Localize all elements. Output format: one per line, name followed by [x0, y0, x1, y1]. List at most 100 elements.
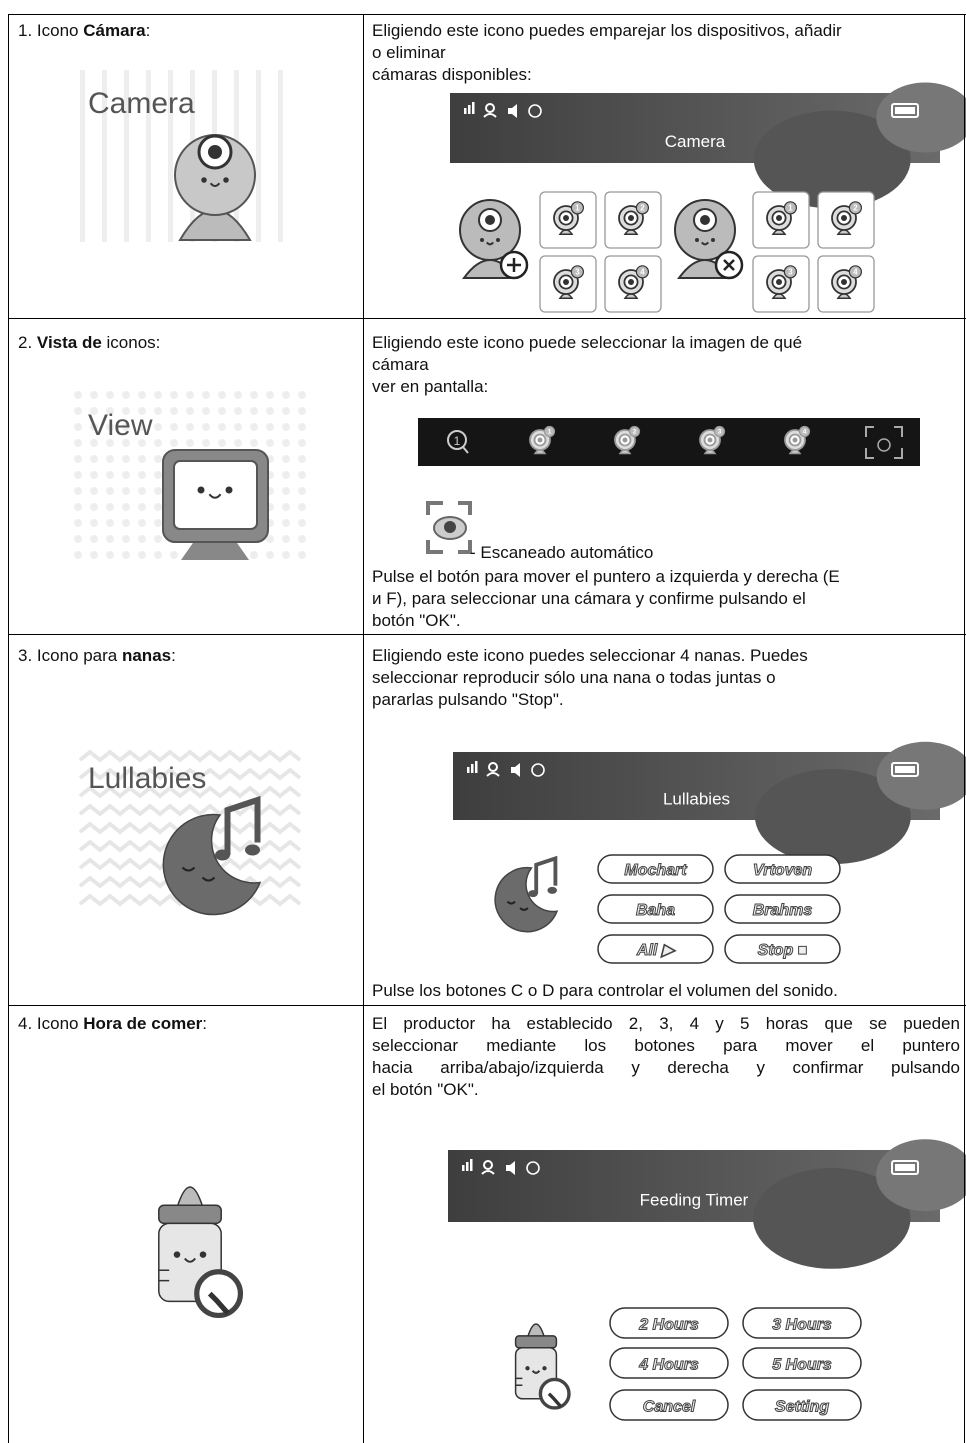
camera-number: 3 — [718, 429, 722, 436]
battery-fill — [895, 107, 915, 114]
bg-dot — [106, 487, 114, 495]
bg-dot — [170, 551, 178, 559]
text-line: Eligiendo este icono puedes seleccionar … — [372, 646, 808, 665]
speaker-icon — [508, 104, 517, 118]
battery-icon — [891, 103, 919, 118]
signal-bar — [462, 1165, 465, 1171]
bg-dot — [298, 535, 306, 543]
moon — [494, 866, 559, 933]
bg-dot — [154, 407, 162, 415]
user-icon — [485, 103, 495, 113]
face-mouth — [531, 1370, 541, 1374]
description: Eligiendo este icono puedes emparejar lo… — [372, 20, 842, 86]
camera-pupil — [841, 215, 847, 221]
camera-badge — [783, 201, 798, 215]
alarm-icon — [528, 104, 542, 118]
text-line: o eliminar — [372, 43, 446, 62]
option-button — [742, 1347, 862, 1379]
text-line: ver en pantalla: — [372, 377, 489, 396]
bg-dot — [202, 423, 210, 431]
screen-banner: Lullabies — [453, 741, 966, 865]
face-eye — [225, 486, 233, 494]
text-line: El productor ha establecido 2, 3, 4 y 5 … — [372, 1014, 960, 1033]
camera-number: 3 — [575, 267, 580, 276]
bottle-marks — [158, 1269, 170, 1282]
music-note-head — [528, 890, 538, 898]
bg-dot — [90, 423, 98, 431]
check-circle — [194, 1269, 244, 1319]
table-border — [8, 318, 966, 319]
note: Pulse el botón para mover el puntero a i… — [372, 566, 840, 632]
bg-dot — [74, 503, 82, 511]
camera-pupil — [628, 215, 634, 221]
table-border — [964, 14, 965, 1443]
bg-dot — [170, 439, 178, 447]
face-mouth — [208, 493, 222, 499]
face-eye — [173, 1251, 181, 1258]
option-label: Vrtoven — [753, 862, 813, 879]
bg-dot — [250, 407, 258, 415]
bg-dot — [186, 407, 194, 415]
camera-icon: 1 — [766, 201, 798, 235]
option-label: Mochart — [624, 862, 687, 879]
camera-icon: 2 — [614, 425, 641, 455]
search-icon — [447, 430, 467, 450]
banner-wave — [753, 1168, 911, 1269]
scan-icon — [426, 501, 472, 554]
option-label: Stop ■ — [758, 942, 808, 959]
camera-icon: 2 — [618, 201, 650, 235]
label-bold: Vista de — [36, 333, 102, 352]
camera-pupil — [563, 215, 569, 221]
user-icon — [483, 1160, 493, 1170]
camera-badge — [713, 425, 726, 438]
bg-dot — [138, 455, 146, 463]
bg-dot — [138, 423, 146, 431]
bg-dot — [90, 471, 98, 479]
label-text: 2. — [18, 333, 37, 352]
bg-dot — [234, 391, 242, 399]
music-note — [224, 795, 261, 855]
camera-number: 3 — [788, 267, 793, 276]
bg-dot — [250, 439, 258, 447]
camera-badge — [628, 425, 641, 438]
bg-dot — [106, 455, 114, 463]
bg-dot — [282, 487, 290, 495]
note: Pulse los botones C o D para controlar e… — [372, 981, 838, 1000]
camera-badge — [543, 425, 556, 438]
check-circle — [538, 1377, 571, 1410]
bg-dot — [298, 551, 306, 559]
bg-dot — [122, 423, 130, 431]
signal-bar — [466, 1162, 469, 1171]
text-line: el botón "OK". — [372, 1080, 479, 1099]
bg-zigzag — [78, 785, 302, 799]
bg-dot — [154, 503, 162, 511]
bottle-cap — [514, 1335, 558, 1349]
bg-dot — [298, 519, 306, 527]
camera-icon: 4 — [831, 265, 863, 299]
camera-badge — [783, 265, 798, 279]
moon-eye — [506, 900, 529, 911]
bg-dot — [282, 535, 290, 543]
banner-wave — [876, 82, 966, 153]
option-button — [597, 894, 714, 924]
bg-dot — [282, 519, 290, 527]
text-line: seleccionar reproducir sólo una nana o t… — [372, 668, 776, 687]
camera-number: 2 — [853, 203, 858, 212]
bg-dot — [74, 455, 82, 463]
camera-icon: 1 — [529, 425, 556, 455]
scan-caption: - Escaneado automático — [470, 543, 654, 562]
scan-icon — [865, 426, 903, 459]
description: Eligiendo este icono puedes seleccionar … — [372, 645, 808, 711]
banner-wave — [754, 769, 911, 865]
camera-pupil — [792, 437, 798, 443]
label-bold: Cámara — [83, 21, 146, 40]
signal-bar — [472, 102, 475, 114]
camera-badge — [635, 201, 650, 215]
alarm-icon — [526, 1161, 540, 1175]
camera-icon: 4 — [784, 425, 811, 455]
bg-dot — [122, 471, 130, 479]
bg-dot — [138, 503, 146, 511]
text-line: seleccionar mediante los botones para mo… — [372, 1036, 960, 1055]
camera-number: 4 — [803, 429, 807, 436]
